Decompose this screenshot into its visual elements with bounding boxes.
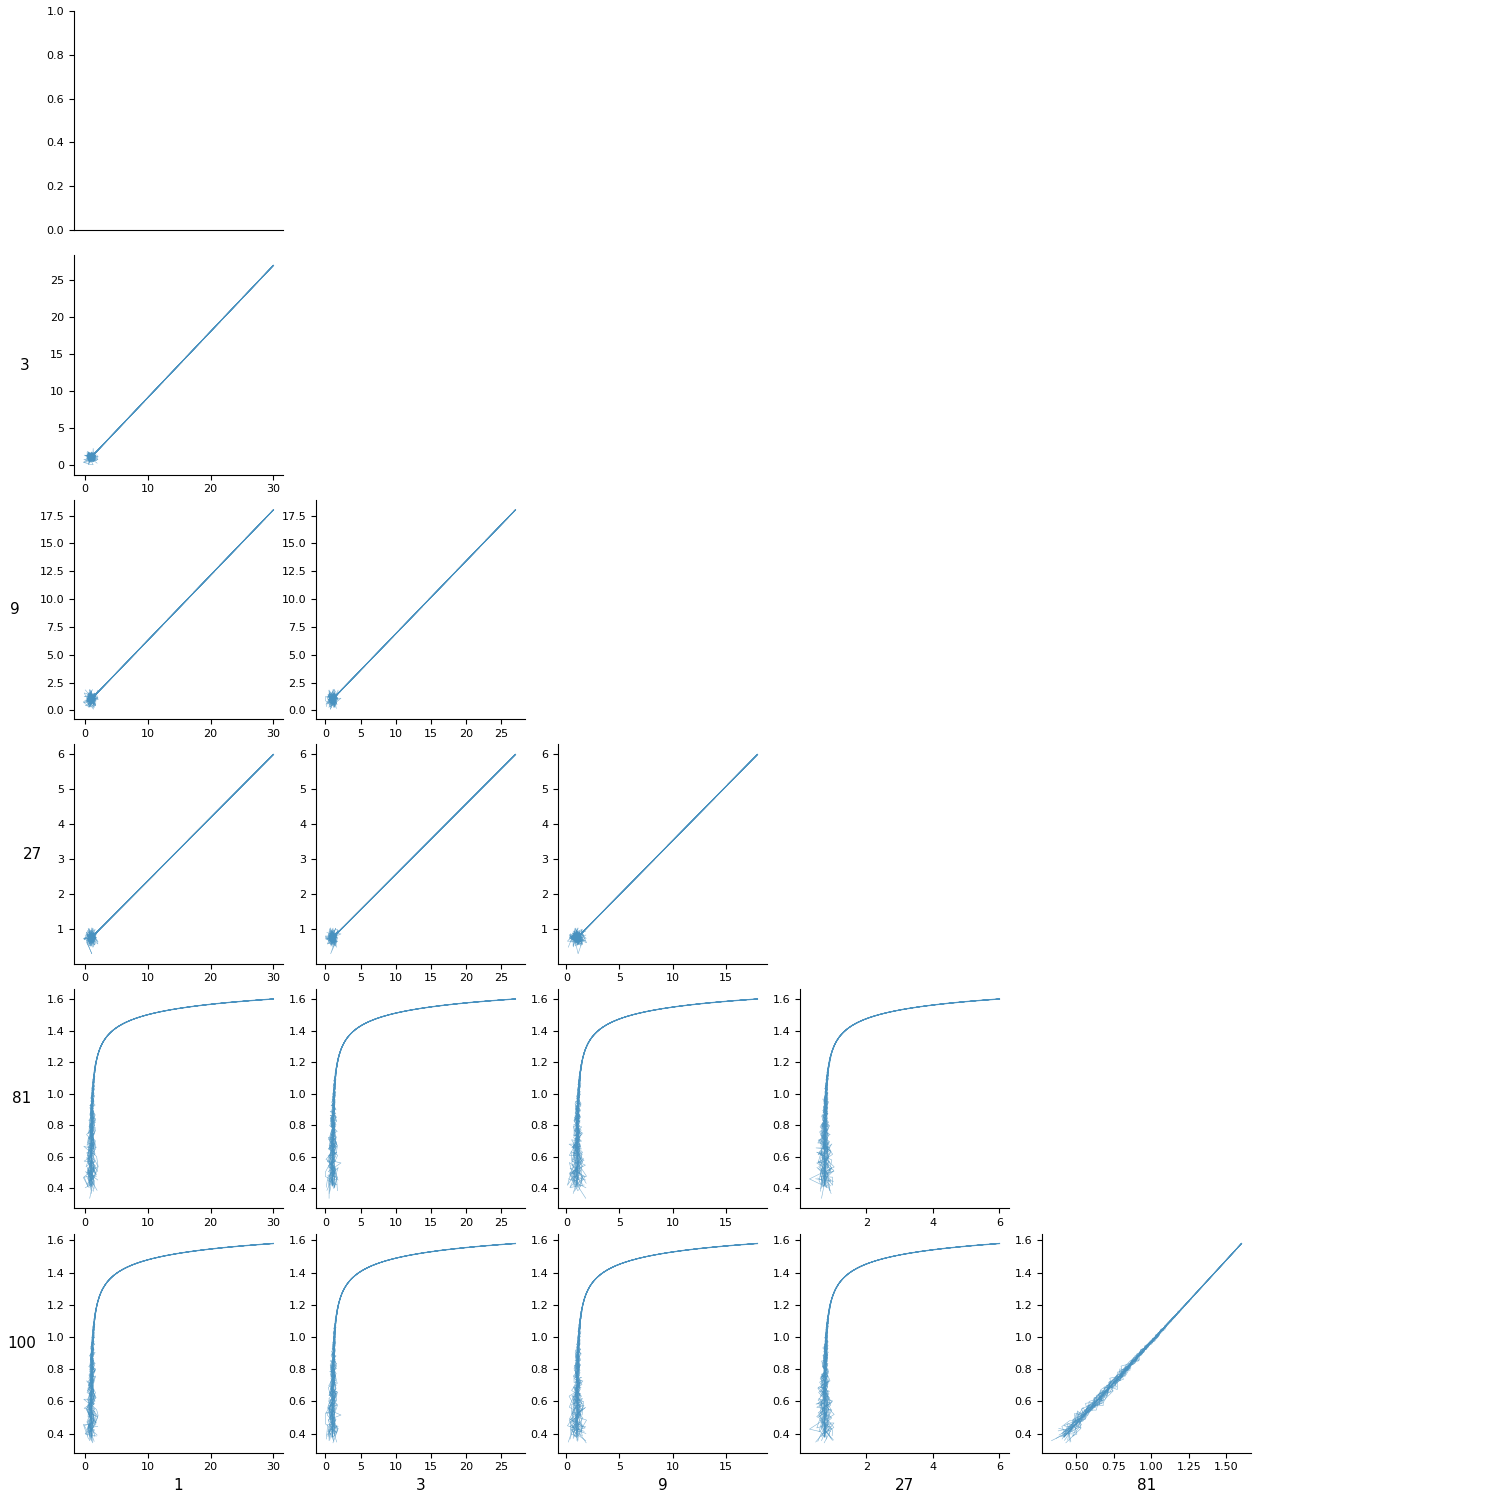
Y-axis label: 27: 27 [22,846,42,861]
Y-axis label: 3: 3 [20,357,30,372]
X-axis label: 81: 81 [1137,1478,1156,1492]
Y-axis label: 81: 81 [12,1090,32,1106]
X-axis label: 3: 3 [416,1478,426,1492]
X-axis label: 9: 9 [657,1478,668,1492]
X-axis label: 27: 27 [896,1478,914,1492]
Y-axis label: 9: 9 [9,602,20,616]
Y-axis label: 100: 100 [8,1335,36,1350]
X-axis label: 1: 1 [174,1478,183,1492]
